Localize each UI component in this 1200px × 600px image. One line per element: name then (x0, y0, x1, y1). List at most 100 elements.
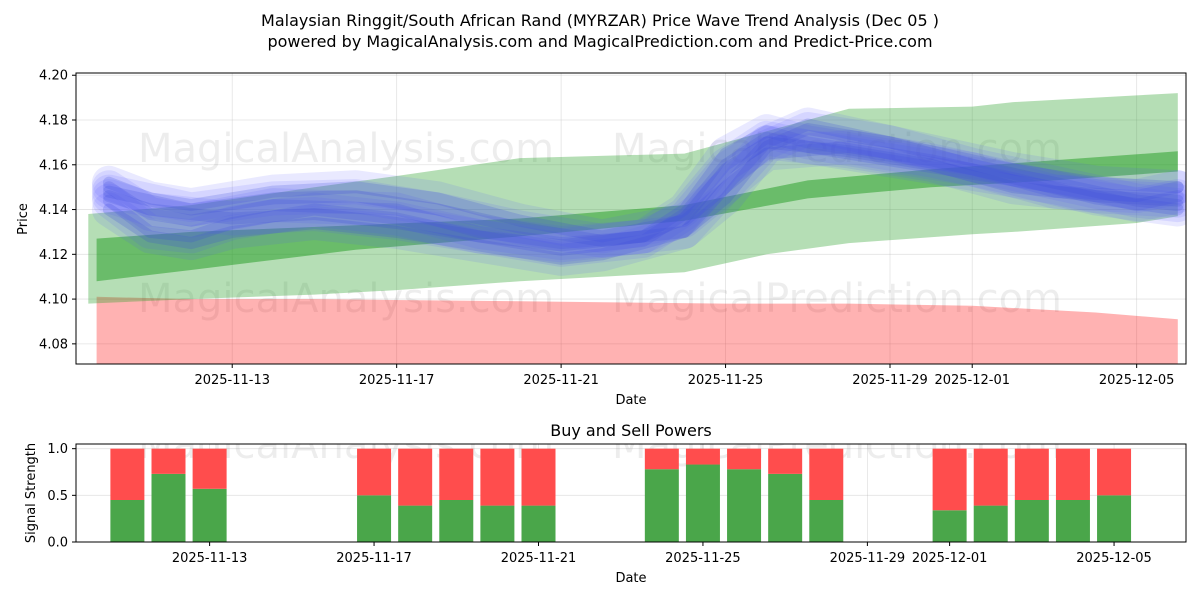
wave-series-1 (91, 114, 1186, 261)
wave-core (102, 131, 1184, 256)
sell-bar (398, 448, 433, 506)
buy-bar (809, 500, 844, 542)
wave-halo (91, 112, 1186, 258)
buy-bar (480, 505, 515, 542)
watermark-analysis-upper: MagicalAnalysis.com (138, 126, 554, 172)
buy-bar (151, 473, 186, 542)
power-y-tick-label: 0.0 (47, 536, 68, 551)
price-x-tick-label: 2025-11-21 (523, 373, 599, 388)
price-x-tick-label: 2025-11-29 (852, 373, 928, 388)
sell-bar (439, 448, 474, 500)
wave-halo (91, 120, 1186, 267)
wave-series-5 (91, 112, 1186, 258)
buy-bar (727, 469, 762, 542)
buy-bar (1097, 495, 1132, 542)
green-inner-band (96, 151, 1178, 282)
sell-bar (151, 448, 186, 474)
price-x-ticks: 2025-11-13 2025-11-17 2025-11-21 2025-11-25… (194, 364, 1174, 388)
wave-halo (91, 114, 1186, 261)
price-y-tick-label: 4.12 (39, 248, 68, 263)
power-x-tick-label: 2025-11-13 (172, 551, 248, 566)
price-y-axis-label: Price (16, 203, 31, 235)
buy-bar (685, 464, 720, 542)
buy-bar (1055, 500, 1090, 542)
buy-bar (439, 500, 474, 542)
power-x-tick-label: 2025-11-25 (665, 551, 741, 566)
power-bars (110, 448, 1132, 542)
wave-core (102, 140, 1184, 265)
power-x-tick-label: 2025-12-05 (1076, 551, 1152, 566)
price-x-axis-label: Date (615, 393, 646, 408)
wave-core (102, 136, 1184, 252)
power-plot-frame (75, 443, 1187, 543)
price-bands (88, 93, 1178, 364)
sell-bar (727, 448, 762, 470)
price-chart: MagicalAnalysis.com MagicalPrediction.co… (16, 69, 1187, 408)
buy-bar (644, 469, 679, 542)
price-x-tick-label: 2025-12-01 (934, 373, 1010, 388)
buy-bar (768, 473, 803, 542)
sell-bar (357, 448, 392, 496)
wave-halo (91, 125, 1186, 263)
power-y-tick-label: 0.5 (47, 489, 68, 504)
price-y-tick-label: 4.10 (39, 293, 68, 308)
watermark-prediction-upper: MagicalPrediction.com (612, 126, 1062, 172)
wave-core (102, 123, 1184, 247)
chart-title: Malaysian Ringgit/South African Rand (MY… (261, 11, 939, 30)
price-y-ticks: 4.08 4.10 4.12 4.14 4.16 4.18 4.20 (39, 69, 76, 352)
price-x-tick-label: 2025-12-05 (1099, 373, 1175, 388)
sell-bar (973, 448, 1008, 506)
sell-bar (521, 448, 556, 506)
power-x-tick-label: 2025-11-29 (830, 551, 906, 566)
power-y-tick-label: 1.0 (47, 442, 68, 457)
wave-core (102, 118, 1184, 243)
green-outer-band (88, 93, 1178, 304)
buy-bar (521, 505, 556, 542)
sell-bar (809, 448, 844, 500)
price-y-tick-label: 4.18 (39, 114, 68, 129)
buy-bar (110, 500, 145, 542)
sell-bar (685, 448, 720, 465)
buy-bar (973, 505, 1008, 542)
power-x-tick-label: 2025-11-17 (336, 551, 412, 566)
power-y-axis-label: Signal Strength (24, 443, 39, 543)
power-x-tick-label: 2025-11-21 (501, 551, 577, 566)
price-y-tick-label: 4.20 (39, 69, 68, 84)
wave-halo (91, 129, 1186, 276)
sell-bar (1055, 448, 1090, 500)
wave-core (102, 125, 1184, 250)
sell-bar (192, 448, 227, 489)
red-support-band (96, 296, 1178, 364)
price-x-tick-label: 2025-11-13 (194, 373, 270, 388)
price-grid (76, 73, 1186, 364)
buy-bar (932, 510, 967, 542)
sell-bar (1014, 448, 1049, 500)
chart-subtitle: powered by MagicalAnalysis.com and Magic… (267, 32, 932, 51)
price-y-tick-label: 4.08 (39, 337, 68, 352)
sell-bar (110, 448, 145, 500)
price-y-tick-label: 4.16 (39, 158, 68, 173)
sell-bar (480, 448, 515, 506)
sell-bar (932, 448, 967, 511)
power-chart: Buy and Sell Powers MagicalAnalysis.com … (24, 421, 1187, 586)
power-x-ticks: 2025-11-13 2025-11-17 2025-11-21 2025-11-25… (172, 542, 1152, 566)
price-plot-frame (75, 72, 1187, 365)
sell-bar (644, 448, 679, 470)
buy-bar (1014, 500, 1049, 542)
wave-series-6 (91, 125, 1186, 263)
watermark-analysis-lower: MagicalAnalysis.com (138, 276, 554, 322)
sell-bar (1097, 448, 1132, 496)
power-x-tick-label: 2025-12-01 (912, 551, 988, 566)
wave-series-4 (91, 129, 1186, 276)
buy-bar (357, 495, 392, 542)
power-x-axis-label: Date (615, 571, 646, 586)
buy-bar (398, 505, 433, 542)
price-x-tick-label: 2025-11-25 (688, 373, 764, 388)
watermark-prediction-lower: MagicalPrediction.com (612, 276, 1062, 322)
buy-bar (192, 488, 227, 542)
power-chart-title: Buy and Sell Powers (550, 421, 712, 440)
price-waves (91, 107, 1186, 276)
price-y-tick-label: 4.14 (39, 203, 68, 218)
wave-halo (91, 107, 1186, 254)
